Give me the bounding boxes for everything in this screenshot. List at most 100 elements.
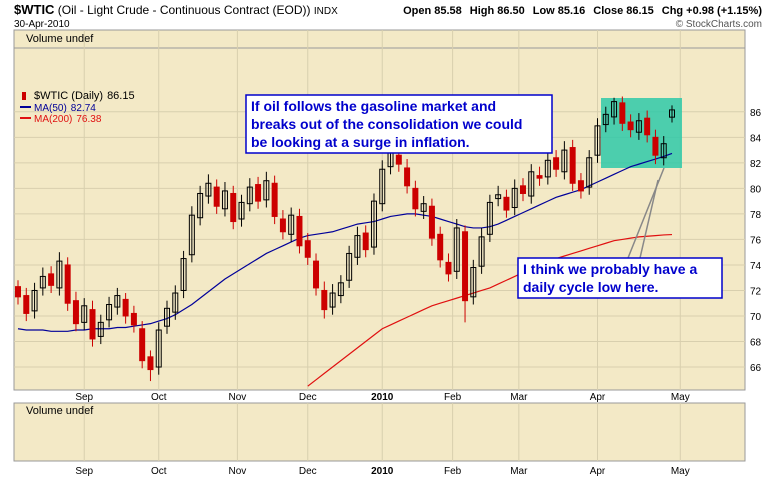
candle-body bbox=[122, 298, 129, 317]
candle-body bbox=[428, 205, 435, 239]
candle-body bbox=[611, 101, 618, 118]
candle-body bbox=[635, 120, 642, 133]
candle-body bbox=[412, 187, 419, 210]
candle-body bbox=[362, 232, 369, 251]
y-tick-label: 70 bbox=[750, 312, 762, 323]
candle-body bbox=[553, 157, 560, 170]
candle-body bbox=[304, 240, 311, 258]
candle-body bbox=[321, 289, 328, 311]
candle-body bbox=[619, 102, 626, 124]
candle-body bbox=[114, 295, 121, 308]
candle-body bbox=[462, 231, 469, 302]
candle-body bbox=[164, 307, 171, 327]
volume-panel-bottom bbox=[13, 402, 746, 462]
y-tick-label: 76 bbox=[750, 235, 762, 246]
candle-body bbox=[313, 260, 320, 289]
candle-body bbox=[354, 235, 361, 258]
candle-body bbox=[346, 252, 353, 281]
candle-body bbox=[536, 175, 543, 179]
legend-entry: MA(200) 76.38 bbox=[34, 114, 102, 125]
description: (Oil - Light Crude - Continuous Contract… bbox=[58, 3, 311, 17]
candle-body bbox=[370, 200, 377, 248]
x-tick-label: Sep bbox=[75, 392, 93, 403]
annotation-text: breaks out of the consolidation we could bbox=[251, 116, 522, 132]
y-tick-label: 72 bbox=[750, 286, 762, 297]
candle-body bbox=[89, 309, 96, 340]
annotation-text: daily cycle low here. bbox=[523, 279, 658, 295]
candle-body bbox=[130, 312, 137, 326]
y-tick-label: 80 bbox=[750, 184, 762, 195]
stat-value: 85.16 bbox=[558, 5, 586, 17]
legend-price: $WTIC (Daily) 86.15 bbox=[34, 90, 135, 102]
y-tick-label: 66 bbox=[750, 363, 762, 374]
ma-line bbox=[307, 233, 673, 387]
candle-body bbox=[379, 168, 386, 205]
x-tick-label: Feb bbox=[444, 392, 462, 403]
candle-body bbox=[263, 180, 270, 201]
x-tick-label: Sep bbox=[75, 466, 93, 477]
candle-body bbox=[205, 182, 212, 197]
candle-body bbox=[155, 329, 162, 368]
candle-body bbox=[627, 121, 634, 131]
candle-body bbox=[23, 295, 30, 314]
candle-body bbox=[495, 194, 502, 200]
header-title: $WTIC (Oil - Light Crude - Continuous Co… bbox=[14, 2, 338, 17]
candle-body bbox=[97, 321, 104, 337]
candle-body bbox=[577, 180, 584, 192]
annotation-box bbox=[245, 94, 553, 154]
candle-body bbox=[470, 266, 477, 298]
volume-label: Volume undef bbox=[26, 405, 94, 417]
candle-body bbox=[519, 185, 526, 194]
candle-body bbox=[486, 201, 493, 235]
stat-label: Open bbox=[403, 5, 431, 17]
y-tick-label: 78 bbox=[750, 210, 762, 221]
candle-body bbox=[39, 275, 46, 289]
stat-value: 86.50 bbox=[497, 5, 525, 17]
annotation-box bbox=[517, 257, 723, 299]
ma-line bbox=[17, 152, 673, 332]
candle-body bbox=[230, 192, 237, 223]
candle-body bbox=[404, 167, 411, 187]
stat-label: Low bbox=[533, 5, 555, 17]
exchange: INDX bbox=[314, 6, 338, 17]
candle-body bbox=[478, 236, 485, 267]
candle-body bbox=[602, 113, 609, 126]
annotation-text: be looking at a surge in inflation. bbox=[251, 134, 470, 150]
legend-value: 76.38 bbox=[76, 114, 101, 125]
candle-body bbox=[64, 264, 71, 304]
candle-body bbox=[238, 201, 245, 220]
volume-panel-top bbox=[13, 29, 746, 49]
candle-body bbox=[188, 214, 195, 256]
y-tick-label: 68 bbox=[750, 338, 762, 349]
y-tick-label: 84 bbox=[750, 133, 762, 144]
candle-body bbox=[279, 218, 286, 233]
stat-label: Chg bbox=[662, 5, 683, 17]
candle-body bbox=[180, 258, 187, 291]
candle-body bbox=[437, 233, 444, 261]
candle-body bbox=[561, 149, 568, 173]
candle-body bbox=[395, 154, 402, 165]
candle-body bbox=[15, 286, 21, 298]
legend-value: 86.15 bbox=[107, 90, 135, 102]
highlight-box bbox=[601, 98, 682, 168]
candle-body bbox=[81, 305, 88, 323]
annotation-text: I think we probably have a bbox=[523, 261, 697, 277]
candle-body bbox=[337, 282, 344, 297]
candle-body bbox=[528, 171, 535, 197]
candle-body bbox=[31, 289, 38, 312]
candle-body bbox=[172, 292, 179, 313]
volume-label: Volume undef bbox=[26, 33, 94, 45]
candle-body bbox=[569, 147, 576, 184]
candle-body bbox=[255, 184, 262, 202]
stat-value: +0.98 (+1.15%) bbox=[686, 5, 762, 17]
candle-body bbox=[544, 159, 551, 178]
x-tick-label: Nov bbox=[228, 392, 246, 403]
candle-body bbox=[213, 186, 220, 207]
x-tick-label: May bbox=[671, 466, 690, 477]
candle-body bbox=[329, 292, 336, 308]
candle-body bbox=[72, 300, 79, 325]
legend-name: $WTIC (Daily) bbox=[34, 90, 103, 102]
copyright: © StockCharts.com bbox=[676, 19, 762, 30]
stat-value: 86.15 bbox=[626, 5, 654, 17]
